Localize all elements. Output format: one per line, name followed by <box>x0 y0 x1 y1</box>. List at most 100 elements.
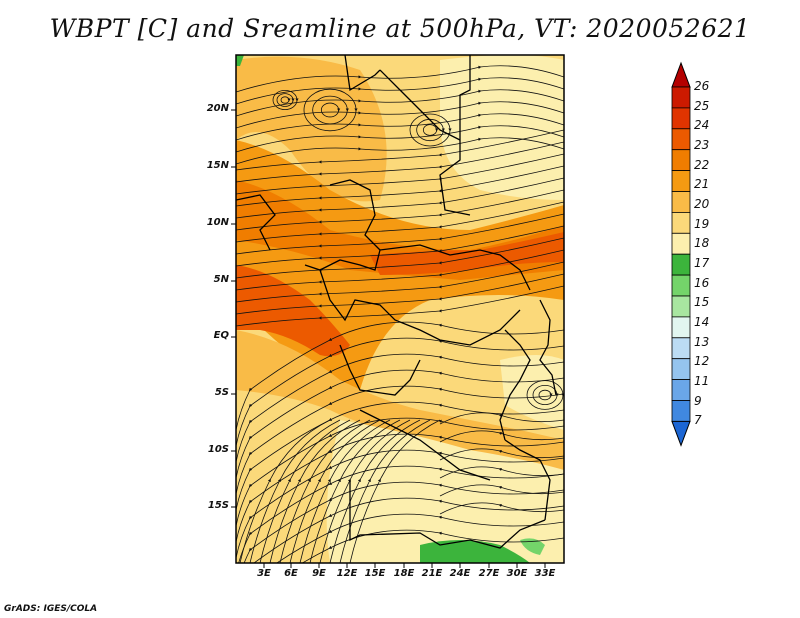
border-line <box>339 344 421 396</box>
border-line <box>499 329 531 441</box>
colorbar-segment <box>671 400 691 422</box>
longitude-label: 27E <box>478 568 500 579</box>
colorbar-label: 20 <box>694 197 710 212</box>
streamline <box>236 369 564 479</box>
colorbar-label: 11 <box>694 374 710 389</box>
longitude-label: 12E <box>336 568 358 579</box>
colorbar-label: 21 <box>694 177 710 192</box>
streamline <box>272 90 299 110</box>
streamline <box>329 419 421 563</box>
colorbar-label: 13 <box>694 334 710 349</box>
latitude-label: 15N <box>206 160 229 171</box>
latitude-label: 10N <box>206 217 229 228</box>
streamline <box>236 449 564 559</box>
border-line <box>379 244 531 291</box>
longitude-label: 3E <box>257 568 271 579</box>
streamline <box>236 113 564 141</box>
colorbar-label: 14 <box>694 315 710 330</box>
streamline <box>269 419 361 563</box>
colorbar-label: 18 <box>694 236 710 251</box>
streamline <box>538 389 553 401</box>
streamline <box>303 88 358 132</box>
border-line <box>439 55 471 216</box>
streamline <box>248 497 564 563</box>
streamline <box>422 124 439 136</box>
colorbar-label: 19 <box>694 216 710 231</box>
streamline <box>239 419 331 563</box>
streamline <box>236 65 564 93</box>
country-borders <box>236 55 557 549</box>
border-line <box>236 194 276 251</box>
streamline <box>349 419 441 563</box>
streamline <box>243 481 564 563</box>
footer-credit: GrADS: IGES/COLA <box>4 604 98 614</box>
colorbar-segment <box>671 170 691 192</box>
colorbar-label: 23 <box>694 138 710 152</box>
streamline <box>236 129 564 171</box>
streamline <box>236 213 564 255</box>
streamline <box>416 118 445 142</box>
streamline <box>439 484 564 497</box>
streamline <box>236 249 564 291</box>
latitude-label: 20N <box>206 103 229 114</box>
colorbar <box>671 61 691 447</box>
latitude-ticks <box>231 109 236 508</box>
streamline <box>289 419 381 563</box>
border-line <box>344 55 381 92</box>
border-line <box>504 439 551 521</box>
streamline <box>236 125 564 153</box>
streamline <box>236 353 564 463</box>
longitude-label: 33E <box>534 568 556 579</box>
streamline <box>236 177 564 219</box>
border-line <box>319 269 521 346</box>
streamlines <box>236 65 564 563</box>
streamline <box>276 93 295 107</box>
streamline <box>236 225 564 267</box>
streamline <box>280 96 291 104</box>
border-line <box>359 409 491 481</box>
border-line <box>539 299 557 396</box>
longitude-label: 18E <box>393 568 415 579</box>
field-green-corner <box>236 55 244 66</box>
streamline <box>299 419 391 563</box>
colorbar-segment <box>671 128 691 151</box>
longitude-label: 30E <box>506 568 528 579</box>
streamline <box>439 448 564 461</box>
colorbar-label: 9 <box>694 393 702 408</box>
colorbar-segment <box>671 149 691 171</box>
streamline <box>249 419 341 563</box>
streamline <box>320 102 341 118</box>
colorbar-bottom-arrow <box>671 420 691 447</box>
field-light-east-vortex <box>500 355 564 430</box>
longitude-ticks <box>263 563 546 568</box>
streamline <box>409 113 452 147</box>
latitude-label: 15S <box>207 500 229 511</box>
colorbar-label: 7 <box>694 413 702 428</box>
colorbar-label: 26 <box>694 79 710 93</box>
streamline <box>236 137 564 165</box>
streamline <box>526 380 564 410</box>
longitude-label: 6E <box>284 568 298 579</box>
streamline <box>236 385 564 495</box>
streamline <box>439 466 564 479</box>
streamline <box>439 412 564 425</box>
colorbar-label: 22 <box>694 157 710 172</box>
colorbar-segment <box>671 107 691 130</box>
colorbar-label: 16 <box>694 275 710 290</box>
colorbar-label: 25 <box>694 98 710 113</box>
longitude-label: 15E <box>364 568 386 579</box>
streamline <box>236 77 564 105</box>
streamline <box>236 141 564 183</box>
colorbar-segment <box>671 253 691 276</box>
longitude-label: 24E <box>449 568 471 579</box>
streamline <box>236 285 564 327</box>
colorbar-segment <box>671 232 691 255</box>
colorbar-segment <box>671 86 691 109</box>
latitude-label: 5N <box>213 274 229 285</box>
streamline <box>312 95 349 125</box>
border-line <box>379 69 461 141</box>
streamline <box>248 529 564 563</box>
streamline <box>236 237 564 279</box>
colorbar-segment <box>671 379 691 401</box>
